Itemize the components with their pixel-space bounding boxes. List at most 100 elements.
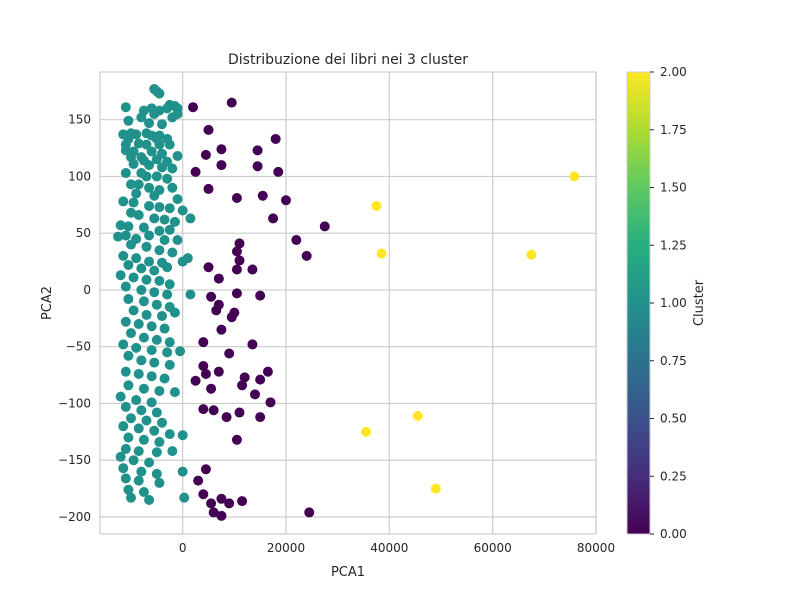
point-cluster-0	[231, 434, 242, 445]
point-cluster-1	[162, 262, 173, 273]
point-cluster-1	[136, 466, 147, 477]
point-cluster-1	[144, 160, 155, 171]
point-cluster-0	[203, 262, 214, 273]
point-cluster-1	[154, 225, 165, 236]
point-cluster-1	[138, 383, 149, 394]
point-cluster-1	[179, 492, 190, 503]
point-cluster-1	[151, 299, 162, 310]
point-cluster-0	[255, 412, 266, 423]
point-cluster-1	[120, 366, 131, 377]
point-cluster-0	[231, 246, 242, 257]
point-cluster-0	[231, 264, 242, 275]
point-cluster-0	[250, 389, 260, 400]
point-cluster-0	[301, 250, 312, 261]
point-cluster-1	[136, 405, 147, 416]
point-cluster-0	[273, 166, 284, 177]
point-cluster-0	[216, 324, 227, 335]
point-cluster-1	[118, 339, 129, 350]
point-cluster-1	[120, 145, 131, 156]
point-cluster-0	[281, 195, 291, 206]
point-cluster-1	[154, 477, 165, 488]
point-cluster-0	[252, 145, 263, 156]
x-tick-label: 0	[179, 541, 187, 555]
point-cluster-0	[265, 397, 276, 408]
point-cluster-1	[177, 430, 188, 441]
point-cluster-0	[216, 493, 227, 504]
point-cluster-1	[172, 235, 183, 245]
point-cluster-0	[193, 475, 204, 486]
point-cluster-1	[120, 230, 131, 241]
point-cluster-0	[234, 238, 245, 249]
point-cluster-2	[412, 410, 423, 421]
point-cluster-1	[144, 118, 155, 129]
point-cluster-1	[154, 88, 165, 99]
point-cluster-1	[162, 103, 173, 114]
point-cluster-0	[216, 144, 227, 155]
point-cluster-1	[133, 475, 144, 486]
point-cluster-0	[213, 366, 224, 377]
point-cluster-0	[200, 464, 211, 475]
point-cluster-1	[126, 328, 136, 339]
point-cluster-1	[172, 109, 183, 119]
point-cluster-1	[131, 188, 142, 199]
point-cluster-1	[138, 222, 149, 233]
point-cluster-1	[120, 316, 131, 327]
point-cluster-1	[120, 281, 131, 292]
point-cluster-1	[123, 221, 134, 232]
colorbar: 0.00 0.25 0.50 0.75 1.00 1.25 1.50 1.75 2.00 Clu…	[626, 65, 707, 541]
point-cluster-1	[131, 395, 142, 406]
point-cluster-0	[203, 183, 214, 194]
point-cluster-1	[149, 425, 160, 436]
point-cluster-1	[138, 332, 149, 343]
point-cluster-0	[206, 291, 217, 302]
point-cluster-0	[270, 133, 281, 144]
point-cluster-0	[247, 339, 258, 350]
point-cluster-1	[115, 220, 126, 231]
point-cluster-1	[167, 446, 178, 457]
colorbar-tick-label: 1.50	[660, 181, 687, 195]
point-cluster-1	[123, 115, 134, 126]
point-cluster-1	[141, 139, 152, 150]
point-cluster-1	[138, 487, 149, 497]
point-cluster-1	[164, 139, 175, 150]
point-cluster-1	[133, 423, 144, 434]
x-tick-label: 80000	[577, 541, 615, 555]
point-cluster-1	[149, 287, 160, 298]
colorbar-tick-label: 0.75	[660, 354, 687, 368]
point-cluster-1	[118, 421, 129, 432]
point-cluster-1	[136, 284, 147, 295]
colorbar-tick-label: 0.00	[660, 527, 687, 541]
point-cluster-1	[177, 466, 188, 477]
point-cluster-1	[123, 380, 134, 391]
point-cluster-0	[198, 489, 209, 500]
point-cluster-1	[149, 265, 160, 276]
y-tick-label: −50	[66, 340, 91, 354]
point-cluster-1	[164, 279, 175, 290]
point-cluster-0	[234, 407, 245, 418]
point-cluster-1	[159, 373, 170, 384]
point-cluster-1	[151, 334, 162, 345]
point-cluster-1	[154, 202, 165, 213]
point-cluster-0	[216, 510, 227, 521]
colorbar-tick-label: 1.00	[660, 296, 687, 310]
point-cluster-1	[123, 432, 134, 443]
point-cluster-1	[159, 323, 170, 334]
point-cluster-0	[237, 380, 248, 391]
point-cluster-1	[159, 214, 170, 225]
point-cluster-1	[157, 311, 167, 322]
colorbar-tick-label: 1.25	[660, 238, 687, 252]
point-cluster-1	[115, 391, 126, 402]
point-cluster-1	[141, 241, 152, 252]
point-cluster-1	[133, 138, 144, 149]
point-cluster-1	[151, 407, 162, 418]
colorbar-tick-labels: 0.00 0.25 0.50 0.75 1.00 1.25 1.50 1.75 2.00	[650, 65, 687, 541]
point-cluster-1	[128, 455, 139, 466]
point-cluster-0	[262, 366, 273, 377]
point-cluster-1	[144, 230, 155, 241]
point-cluster-1	[141, 415, 152, 426]
colorbar-tick-label: 0.50	[660, 412, 687, 426]
point-cluster-0	[198, 337, 209, 348]
y-tick-label: −150	[58, 453, 91, 467]
colorbar-gradient	[627, 72, 650, 534]
